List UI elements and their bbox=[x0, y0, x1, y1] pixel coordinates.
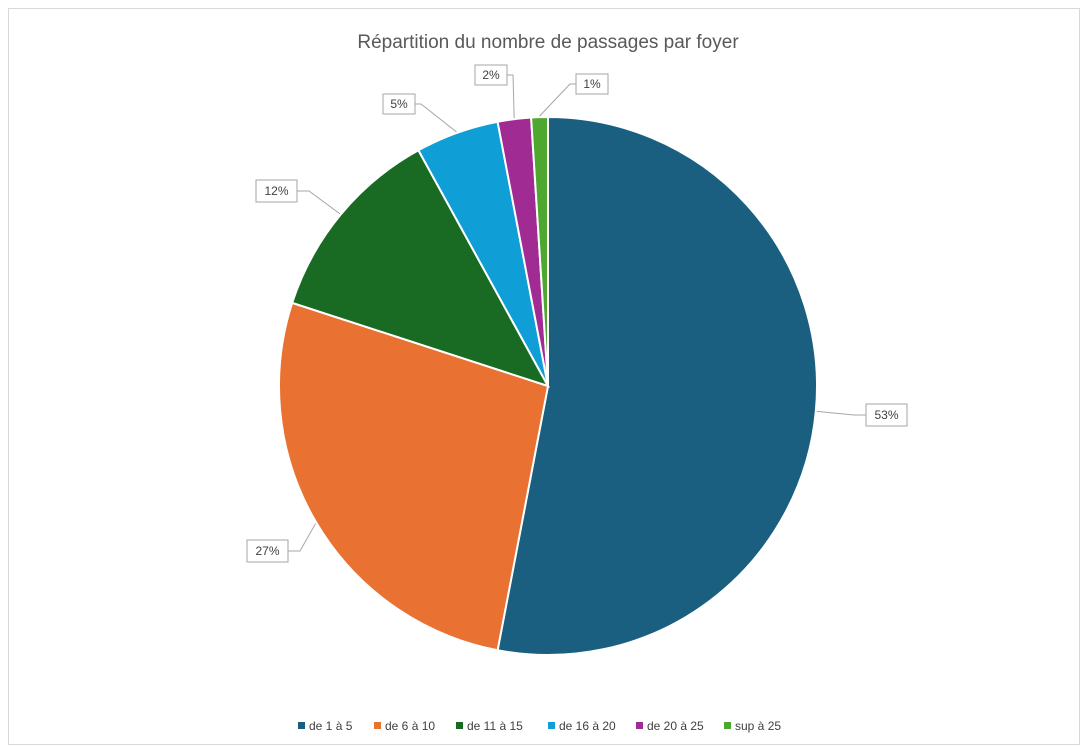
legend-item-de-20-a-25: de 20 à 25 bbox=[636, 719, 704, 733]
svg-text:2%: 2% bbox=[482, 68, 500, 82]
data-label-de-11-a-15: 12% bbox=[255, 179, 298, 203]
data-label-de-20-a-25: 2% bbox=[474, 64, 508, 86]
svg-text:27%: 27% bbox=[255, 544, 279, 558]
legend-label-sup-a-25: sup à 25 bbox=[735, 719, 781, 733]
legend-label-de-11-a-15: de 11 à 15 bbox=[467, 719, 523, 733]
legend-label-de-16-a-20: de 16 à 20 bbox=[559, 719, 616, 733]
pie-slice-de-1-a-5 bbox=[496, 115, 818, 656]
leader-line-de-20-a-25 bbox=[507, 74, 515, 119]
legend-item-de-11-a-15: de 11 à 15 bbox=[456, 719, 523, 733]
pie-slices bbox=[278, 115, 818, 656]
data-labels: 53% 27% 12% 5% 2% 1% bbox=[246, 64, 908, 563]
pie-slice-de-6-a-10 bbox=[278, 301, 550, 652]
legend-swatch-de-16-a-20 bbox=[548, 722, 555, 729]
legend-swatch-sup-a-25 bbox=[724, 722, 731, 729]
leader-line-de-6-a-10 bbox=[288, 523, 317, 552]
svg-text:53%: 53% bbox=[874, 408, 898, 422]
data-label-de-1-a-5: 53% bbox=[865, 403, 908, 427]
data-label-sup-a-25: 1% bbox=[575, 73, 609, 95]
legend-swatch-de-11-a-15 bbox=[456, 722, 463, 729]
legend-label-de-1-a-5: de 1 à 5 bbox=[309, 719, 353, 733]
legend-swatch-de-1-a-5 bbox=[298, 722, 305, 729]
legend-item-sup-a-25: sup à 25 bbox=[724, 719, 781, 733]
legend-label-de-6-a-10: de 6 à 10 bbox=[385, 719, 435, 733]
pie-slice-de-11-a-15 bbox=[290, 148, 551, 388]
pie-slice-sup-a-25 bbox=[530, 115, 549, 387]
legend-swatch-de-20-a-25 bbox=[636, 722, 643, 729]
leader-line-de-16-a-20 bbox=[415, 103, 457, 133]
leader-line-sup-a-25 bbox=[539, 83, 576, 117]
svg-text:5%: 5% bbox=[390, 97, 408, 111]
svg-text:1%: 1% bbox=[583, 77, 601, 91]
legend-item-de-16-a-20: de 16 à 20 bbox=[548, 719, 616, 733]
legend-item-de-6-a-10: de 6 à 10 bbox=[374, 719, 435, 733]
leader-line-de-1-a-5 bbox=[816, 410, 866, 416]
legend-label-de-20-a-25: de 20 à 25 bbox=[647, 719, 704, 733]
chart-title: Répartition du nombre de passages par fo… bbox=[357, 32, 739, 53]
legend-item-de-1-a-5: de 1 à 5 bbox=[298, 719, 353, 733]
svg-text:12%: 12% bbox=[264, 184, 288, 198]
legend-swatch-de-6-a-10 bbox=[374, 722, 381, 729]
leader-line-de-11-a-15 bbox=[297, 190, 341, 215]
legend: de 1 à 5 de 6 à 10 de 11 à 15 de 16 à 20 de … bbox=[298, 719, 781, 733]
data-label-de-16-a-20: 5% bbox=[382, 93, 416, 115]
leader-lines bbox=[288, 74, 866, 552]
data-label-de-6-a-10: 27% bbox=[246, 539, 289, 563]
